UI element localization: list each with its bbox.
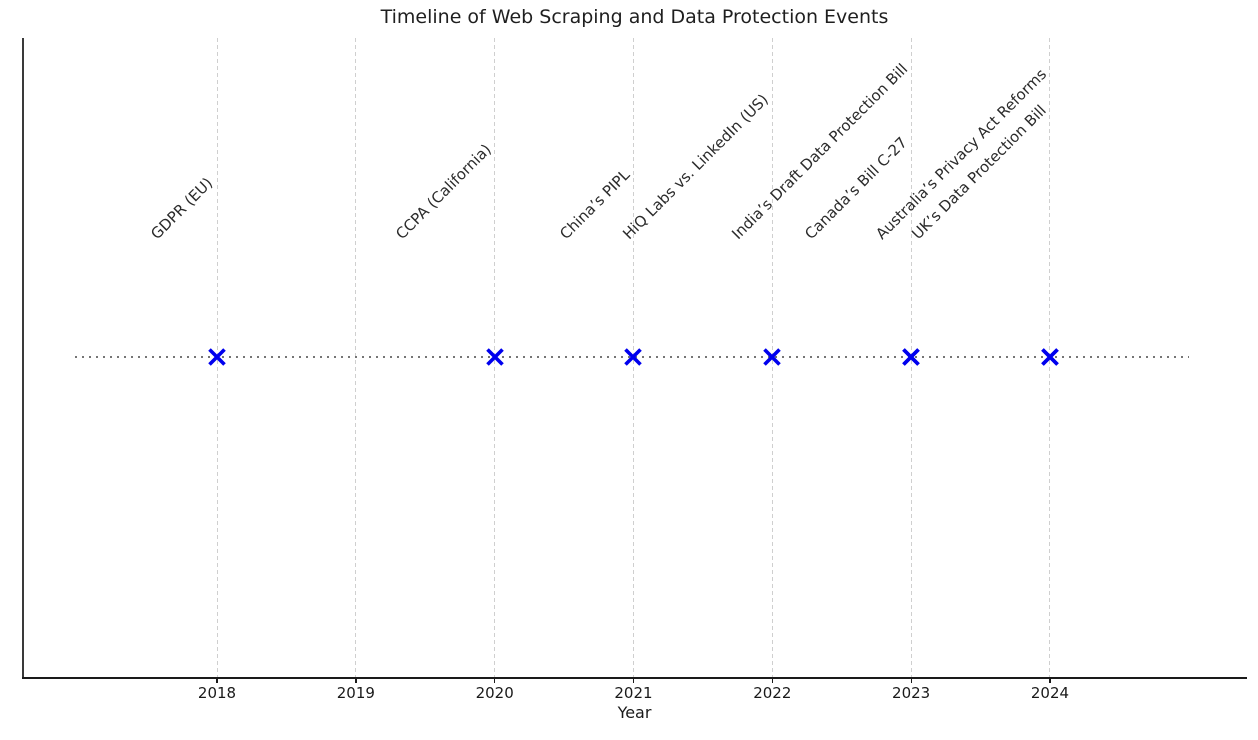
x-tick-label-2023: 2023	[892, 684, 931, 702]
x-tick-label-2018: 2018	[197, 684, 237, 702]
event-label: GDPR (EU)	[147, 174, 217, 243]
event-marker	[622, 346, 644, 368]
x-axis-spine	[22, 677, 1247, 679]
x-tick-label-2022: 2022	[753, 684, 792, 702]
chart-title: Timeline of Web Scraping and Data Protec…	[380, 6, 889, 28]
x-tick-2022	[771, 678, 774, 683]
x-tick-label-2021: 2021	[614, 684, 653, 702]
x-tick-label-2019: 2019	[336, 684, 375, 702]
event-marker	[1039, 346, 1061, 368]
x-tick-2020	[494, 678, 496, 683]
event-marker	[206, 346, 228, 368]
x-tick-label-2024: 2024	[1030, 684, 1070, 702]
event-marker	[484, 346, 506, 368]
x-tick-2021	[632, 678, 635, 683]
y-axis-spine	[22, 38, 24, 678]
x-tick-label-2020: 2020	[475, 684, 514, 702]
event-label: CCPA (California)	[392, 140, 495, 243]
event-marker	[761, 346, 783, 368]
x-tick-2024	[1049, 678, 1051, 683]
x-tick-2018	[216, 678, 218, 683]
event-marker	[900, 346, 922, 368]
x-tick-2019	[355, 678, 357, 683]
x-tick-2023	[910, 678, 912, 683]
x-axis-label: Year	[617, 703, 652, 722]
